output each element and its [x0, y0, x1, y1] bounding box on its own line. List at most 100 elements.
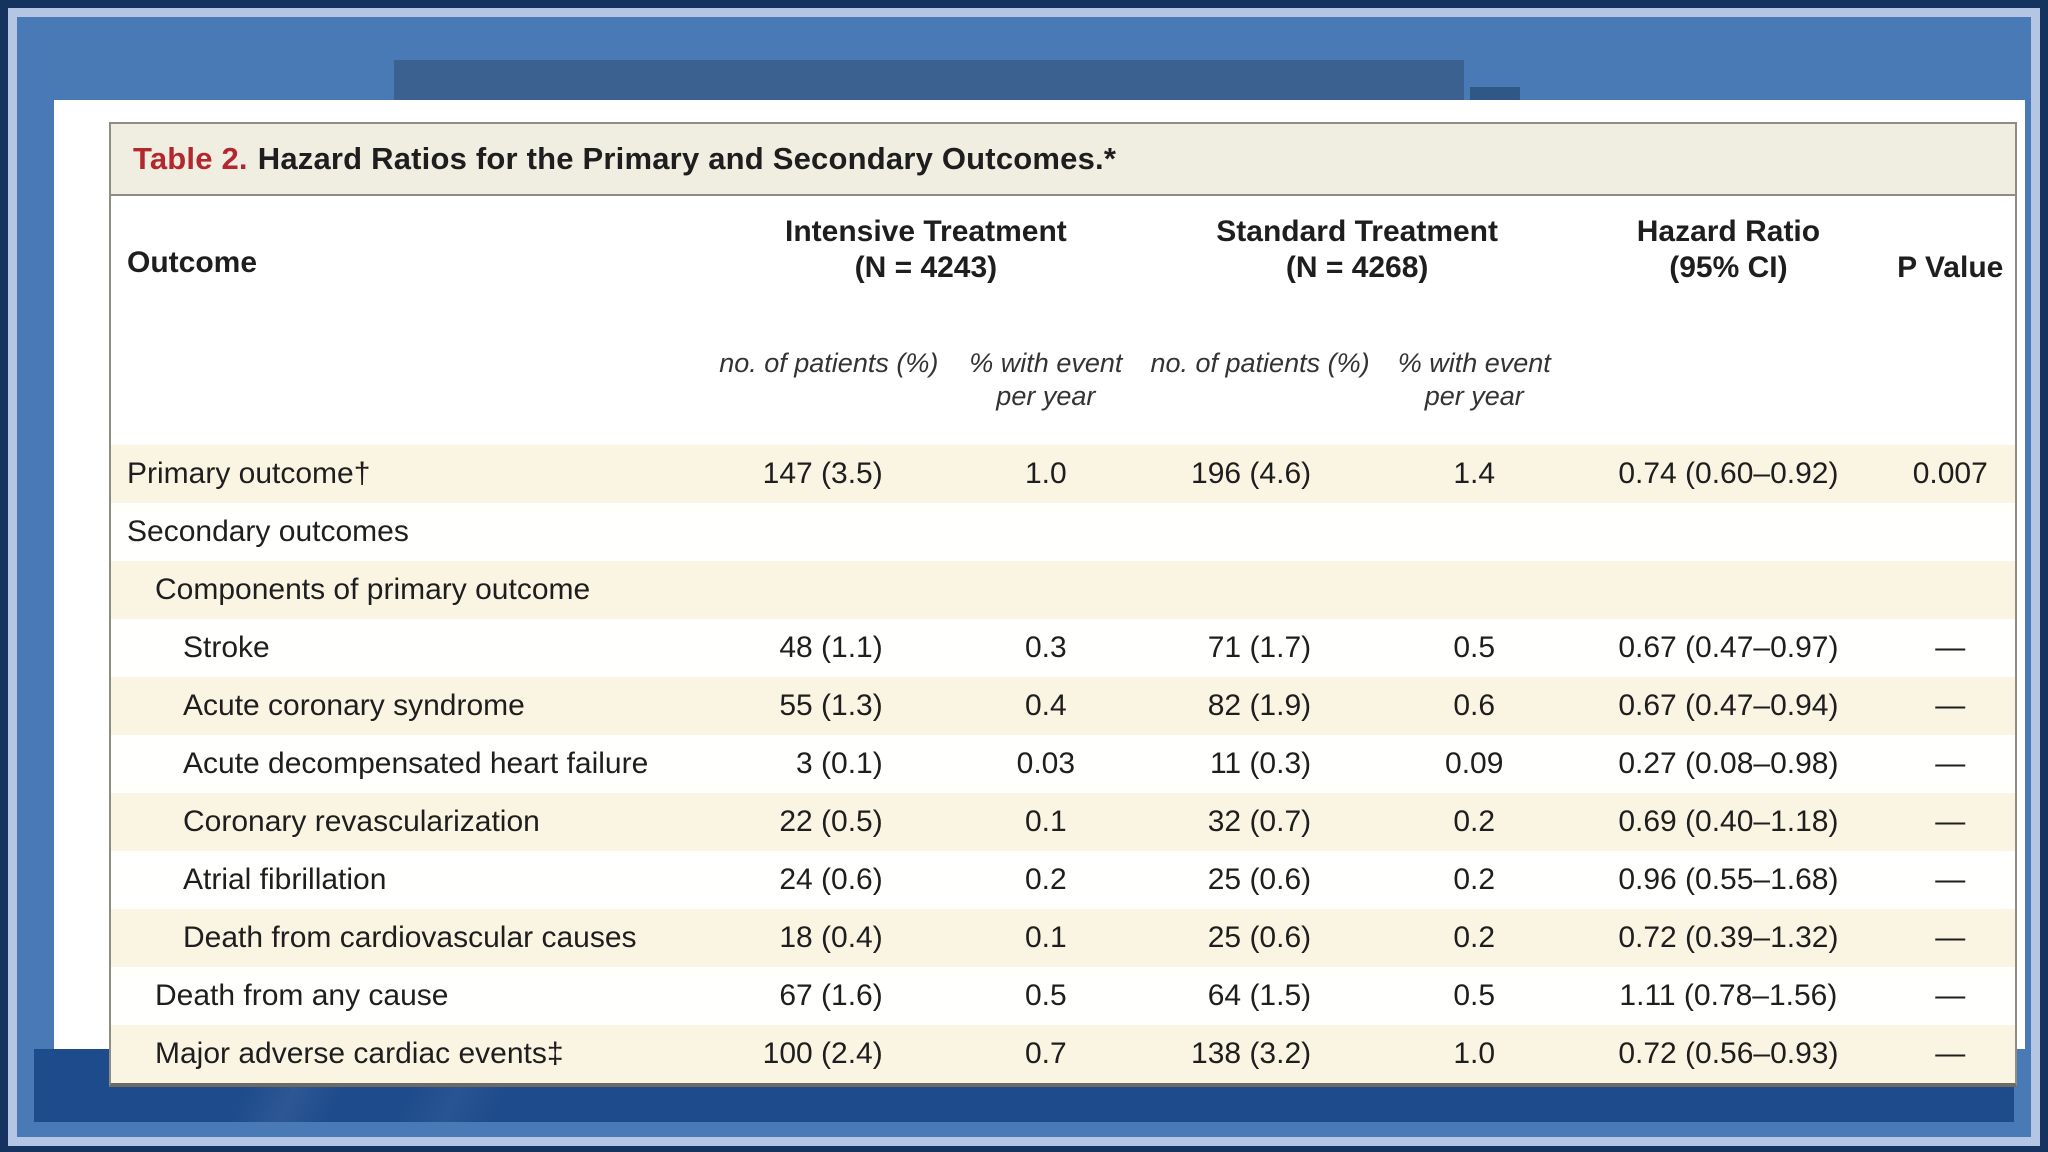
table-title-text: Hazard Ratios for the Primary and Second…: [257, 141, 1117, 176]
cell-p-value: —: [1935, 921, 1966, 954]
row-label: Components of primary outcome: [155, 573, 591, 606]
standard-title: Standard Treatment: [1216, 215, 1498, 248]
table-row: Death from cardiovascular causes 18 (0.4)…: [111, 909, 2015, 967]
cell-standard-patients: [1143, 561, 1377, 619]
cell-hazard-ratio: [1571, 561, 1885, 619]
row-label: Acute coronary syndrome: [183, 689, 525, 722]
cell-p-value: —: [1935, 747, 1966, 780]
standard-n: (N = 4268): [1285, 251, 1429, 284]
cell-standard-patients: 64 (1.5): [1207, 979, 1312, 1012]
cell-hazard-ratio: 0.96 (0.55–1.68): [1618, 863, 1839, 896]
table-row: Coronary revascularization 22 (0.5) 0.1 32 …: [111, 793, 2015, 851]
cell-hazard-ratio: 0.67 (0.47–0.94): [1618, 689, 1839, 722]
cell-p-value: —: [1935, 689, 1966, 722]
column-header-hazard-ratio: Hazard Ratio (95% CI): [1571, 196, 1886, 335]
cell-standard-patients: 196 (4.6): [1191, 457, 1312, 490]
cell-intensive-rate: 0.4: [1024, 689, 1067, 722]
hazard-ratio-ci: (95% CI): [1669, 251, 1788, 284]
table-row: Acute decompensated heart failure 3 (0.1)…: [111, 735, 2015, 793]
cell-intensive-patients: 147 (3.5): [762, 457, 883, 490]
column-header-p-value: P Value: [1885, 196, 2015, 335]
cell-p-value: [1885, 503, 2015, 561]
cell-standard-patients: 25 (0.6): [1207, 921, 1312, 954]
cell-hazard-ratio: 0.74 (0.60–0.92): [1618, 457, 1839, 490]
cell-intensive-rate: [949, 503, 1143, 561]
cell-standard-rate: 1.4: [1453, 457, 1496, 490]
table-title: Table 2. Hazard Ratios for the Primary a…: [111, 124, 2015, 196]
row-label: Secondary outcomes: [127, 515, 409, 548]
subheader-standard-rate: % with event per year: [1377, 335, 1572, 445]
cell-standard-patients: [1143, 503, 1377, 561]
cell-intensive-rate: 0.7: [1024, 1037, 1067, 1070]
cell-hazard-ratio: 0.69 (0.40–1.18): [1618, 805, 1839, 838]
group-header-row: Outcome Intensive Treatment (N = 4243) S…: [111, 196, 2015, 445]
cell-intensive-patients: 24 (0.6): [779, 863, 883, 896]
hazard-ratios-table: Table 2. Hazard Ratios for the Primary a…: [109, 122, 2017, 1087]
cell-standard-rate: 0.2: [1453, 805, 1496, 838]
cell-intensive-rate: 0.03: [1016, 747, 1076, 780]
table-title-label: Table 2.: [133, 141, 248, 176]
column-header-standard: Standard Treatment (N = 4268): [1142, 196, 1572, 335]
top-decorative-band: [394, 60, 1464, 100]
table-row: Death from any cause 67 (1.6) 0.5 64 (1.5) 0…: [111, 967, 2015, 1025]
subheader-row: no. of patients (%) % with event per yea…: [111, 335, 2015, 445]
cell-standard-rate: 0.2: [1453, 863, 1496, 896]
data-table: Outcome Intensive Treatment (N = 4243) S…: [111, 196, 2015, 1083]
cell-standard-rate: [1377, 503, 1571, 561]
cell-standard-patients: 82 (1.9): [1207, 689, 1312, 722]
cell-intensive-rate: 0.2: [1024, 863, 1067, 896]
cell-standard-patients: 11 (0.3): [1209, 747, 1312, 780]
cell-p-value: [1885, 561, 2015, 619]
table-row: Primary outcome† 147 (3.5) 1.0 196 (4.6) 1.4…: [111, 445, 2015, 503]
subheader-intensive-rate: % with event per year: [948, 335, 1143, 445]
cell-hazard-ratio: 0.72 (0.39–1.32): [1618, 921, 1839, 954]
column-header-outcome: Outcome: [111, 196, 709, 445]
cell-intensive-patients: 3 (0.1): [796, 747, 883, 780]
table-row: Atrial fibrillation 24 (0.6) 0.2 25 (0.6) 0.…: [111, 851, 2015, 909]
cell-standard-patients: 138 (3.2): [1191, 1037, 1312, 1070]
cell-intensive-patients: 18 (0.4): [779, 921, 883, 954]
cell-standard-rate: 0.6: [1453, 689, 1496, 722]
cell-intensive-rate: 0.3: [1024, 631, 1067, 664]
row-label: Death from any cause: [155, 979, 449, 1012]
subheader-standard-patients: no. of patients (%): [1142, 335, 1378, 445]
cell-hazard-ratio: 0.27 (0.08–0.98): [1618, 747, 1839, 780]
slide: Table 2. Hazard Ratios for the Primary a…: [54, 100, 2025, 1087]
cell-p-value: —: [1935, 805, 1966, 838]
cell-intensive-patients: [709, 503, 949, 561]
cell-hazard-ratio: [1571, 503, 1885, 561]
cell-p-value: —: [1935, 863, 1966, 896]
cell-p-value: —: [1935, 979, 1966, 1012]
column-header-intensive: Intensive Treatment (N = 4243): [708, 196, 1143, 335]
table-row: Components of primary outcome: [111, 561, 2015, 619]
cell-hazard-ratio: 0.72 (0.56–0.93): [1618, 1037, 1839, 1070]
row-label: Atrial fibrillation: [183, 863, 387, 896]
cell-standard-rate: 1.0: [1453, 1037, 1496, 1070]
cell-intensive-patients: 55 (1.3): [779, 689, 883, 722]
top-decorative-tab: [1470, 87, 1520, 100]
cell-intensive-rate: 0.1: [1024, 921, 1067, 954]
table-row: Stroke 48 (1.1) 0.3 71 (1.7) 0.5 0.67 (0.47–0…: [111, 619, 2015, 677]
cell-intensive-rate: [949, 561, 1143, 619]
cell-standard-rate: [1377, 561, 1571, 619]
cell-intensive-patients: 48 (1.1): [779, 631, 883, 664]
row-label: Coronary revascularization: [183, 805, 540, 838]
subheader-empty-p: [1885, 335, 2015, 445]
table-row: Acute coronary syndrome 55 (1.3) 0.4 82 (1.…: [111, 677, 2015, 735]
cell-intensive-rate: 1.0: [1024, 457, 1067, 490]
row-label: Acute decompensated heart failure: [183, 747, 649, 780]
row-label: Major adverse cardiac events‡: [155, 1037, 564, 1070]
table-row: Major adverse cardiac events‡ 100 (2.4) 0.…: [111, 1025, 2015, 1083]
slide-frame-border: Table 2. Hazard Ratios for the Primary a…: [8, 8, 2040, 1146]
cell-p-value: —: [1935, 1037, 1966, 1070]
p-value-title: P Value: [1897, 251, 2004, 284]
row-label: Stroke: [183, 631, 270, 664]
cell-intensive-patients: [709, 561, 949, 619]
cell-p-value: 0.007: [1912, 457, 1988, 490]
cell-hazard-ratio: 1.11 (0.78–1.56): [1619, 979, 1838, 1012]
cell-intensive-patients: 22 (0.5): [779, 805, 883, 838]
cell-p-value: —: [1935, 631, 1966, 664]
cell-intensive-patients: 67 (1.6): [779, 979, 883, 1012]
subheader-intensive-patients: no. of patients (%): [708, 335, 949, 445]
